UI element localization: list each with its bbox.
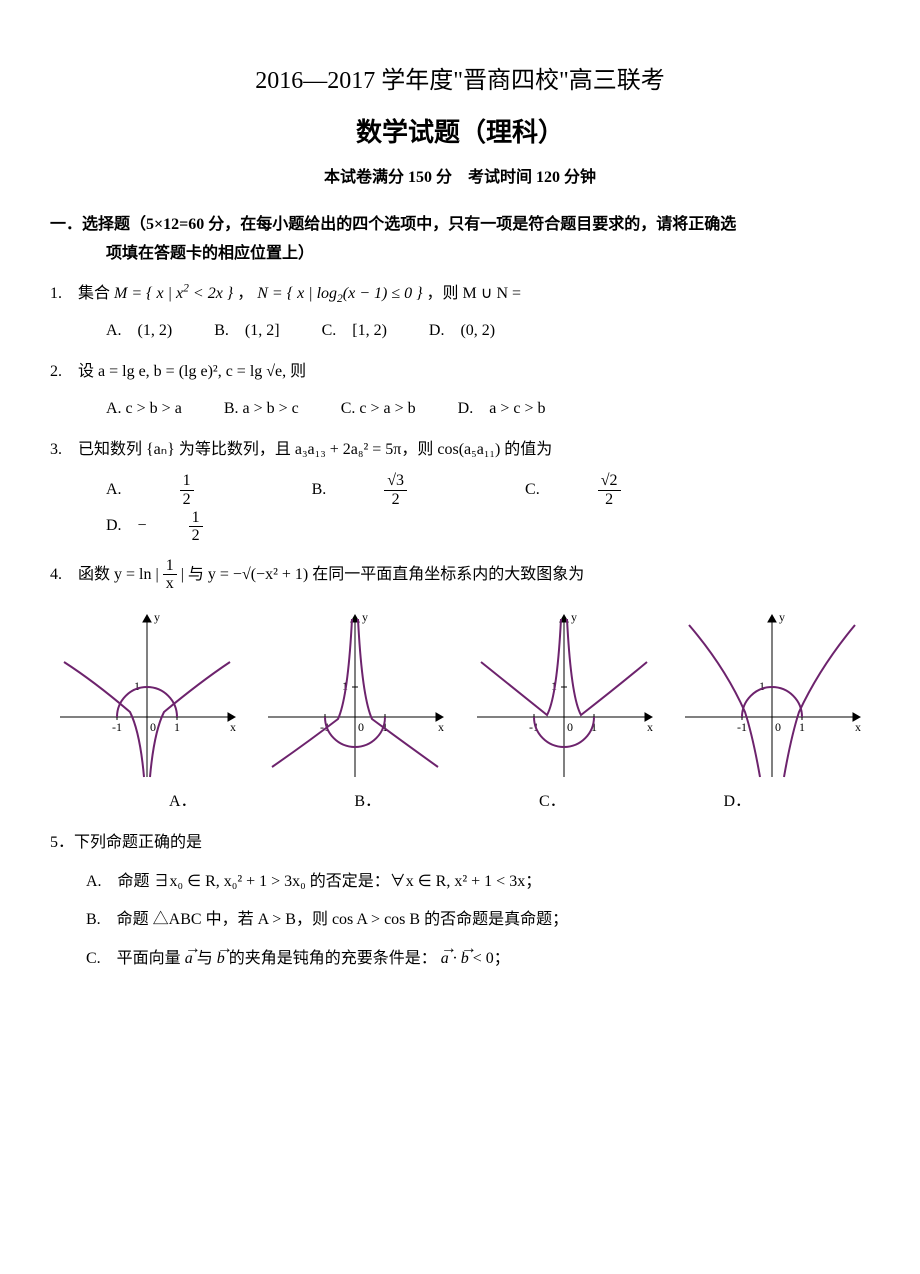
svg-text:y: y <box>362 610 368 624</box>
section-1-heading: 一．选择题（5×12=60 分，在每小题给出的四个选项中，只有一项是符合题目要求… <box>50 211 870 269</box>
q4-charts-row: -1 0 1 1 x y -1 0 1 1 x y -1 0 1 <box>50 607 870 782</box>
svg-text:1: 1 <box>799 720 805 734</box>
svg-text:0: 0 <box>150 720 156 734</box>
q1-stem-pre: 1. 集合 <box>50 285 114 302</box>
question-3: 3. 已知数列 {aₙ} 为等比数列，且 a₃a₁₃ + 2a₈² = 5π，则… <box>50 436 870 465</box>
q2-opt-C: C. c > a > b <box>341 395 416 424</box>
svg-text:y: y <box>154 610 160 624</box>
question-1: 1. 集合 M = { x | x2 < 2x } ， N = { x | lo… <box>50 280 870 309</box>
q1-set-N: N = { x | log2(x − 1) ≤ 0 } <box>257 285 422 302</box>
q3-B-pre: B. <box>312 476 343 505</box>
q4-chart-labels: A． B． C． D． <box>50 788 870 817</box>
svg-text:1: 1 <box>759 679 765 693</box>
q1-options: A. (1, 2) B. (1, 2] C. [1, 2) D. (0, 2) <box>50 317 870 346</box>
q5-opt-A: A. 命题 ∃x₀ ∈ R, x₀² + 1 > 3x₀ 的否定是：∀x ∈ R… <box>86 868 870 897</box>
q4-frac-d: x <box>163 575 177 593</box>
q3-opt-D: D. − 12 <box>106 509 279 545</box>
q3-B-num: √3 <box>384 472 407 491</box>
svg-text:x: x <box>230 720 236 734</box>
svg-text:0: 0 <box>358 720 364 734</box>
svg-text:0: 0 <box>567 720 573 734</box>
q4-label-C: C． <box>539 788 566 817</box>
q1-opt-A: A. (1, 2) <box>106 317 172 346</box>
q1-opt-B: B. (1, 2] <box>214 317 279 346</box>
q4-stem-pre: 4. 函数 y = ln | <box>50 566 163 583</box>
svg-text:x: x <box>647 720 653 734</box>
q4-chart-B: -101 1xy <box>258 607 453 782</box>
section-1-text-a: 一．选择题（5×12=60 分，在每小题给出的四个选项中，只有一项是符合题目要求… <box>50 216 736 233</box>
q3-opt-B: B. √32 <box>312 472 483 508</box>
q5-opt-C: C. 平面向量 a→ 与 b→ 的夹角是钝角的充要条件是： a→ · b→ < … <box>86 945 870 974</box>
q4-stem-post: | 与 y = −√(−x² + 1) 在同一平面直角坐标系内的大致图象为 <box>181 566 585 583</box>
q3-opt-C: C. √22 <box>525 472 696 508</box>
q1-set-M: M = { x | x2 < 2x } <box>114 285 233 302</box>
q3-C-den: 2 <box>598 491 621 509</box>
q4-chart-C: -101 1xy <box>467 607 662 782</box>
q2-opt-D: D. a > c > b <box>458 395 546 424</box>
title-subject: 数学试题（理科） <box>50 109 870 156</box>
q3-A-num: 1 <box>180 472 194 491</box>
q3-options: A. 12 B. √32 C. √22 D. − 12 <box>50 472 870 544</box>
q4-chart-D: -1 0 1 1 x y <box>675 607 870 782</box>
q1-stem-post: ，则 M ∪ N = <box>427 285 522 302</box>
svg-text:1: 1 <box>134 679 140 693</box>
svg-text:x: x <box>855 720 861 734</box>
section-1-text-b: 项填在答题卡的相应位置上） <box>50 245 314 262</box>
q3-C-num: √2 <box>598 472 621 491</box>
question-5: 5．下列命题正确的是 <box>50 829 870 858</box>
svg-text:-1: -1 <box>737 720 747 734</box>
q1-stem-mid: ， <box>237 285 253 302</box>
q3-B-den: 2 <box>384 491 407 509</box>
q4-frac-n: 1 <box>163 557 177 576</box>
svg-text:x: x <box>438 720 444 734</box>
svg-text:0: 0 <box>775 720 781 734</box>
svg-text:y: y <box>571 610 577 624</box>
q5-C-post: 的夹角是钝角的充要条件是： <box>229 950 437 967</box>
q5-dot-ab: a→ · b→ <box>441 950 469 967</box>
q4-label-A: A． <box>169 788 197 817</box>
q3-D-pre: D. − <box>106 512 147 541</box>
q3-C-pre: C. <box>525 476 556 505</box>
q5-opt-B: B. 命题 △ABC 中，若 A > B，则 cos A > cos B 的否命… <box>86 906 870 935</box>
svg-text:y: y <box>779 610 785 624</box>
question-4: 4. 函数 y = ln | 1x | 与 y = −√(−x² + 1) 在同… <box>50 557 870 593</box>
q2-opt-B: B. a > b > c <box>224 395 299 424</box>
q2-opt-A: A. c > b > a <box>106 395 182 424</box>
q4-chart-A: -1 0 1 1 x y <box>50 607 245 782</box>
q5-vec-b-icon: b→ <box>217 950 225 967</box>
q3-D-num: 1 <box>189 509 203 528</box>
q5-C-pre: C. 平面向量 <box>86 950 185 967</box>
q5-C-end: < 0； <box>473 950 510 967</box>
title-info: 本试卷满分 150 分 考试时间 120 分钟 <box>50 164 870 193</box>
q3-A-den: 2 <box>180 491 194 509</box>
q3-D-den: 2 <box>189 527 203 545</box>
q2-options: A. c > b > a B. a > b > c C. c > a > b D… <box>50 395 870 424</box>
q3-A-pre: A. <box>106 476 138 505</box>
q1-opt-C: C. [1, 2) <box>322 317 387 346</box>
q1-opt-D: D. (0, 2) <box>429 317 495 346</box>
question-2: 2. 设 a = lg e, b = (lg e)², c = lg √e, 则 <box>50 358 870 387</box>
q5-vec-a-icon: a→ <box>185 950 193 967</box>
q4-label-B: B． <box>354 788 381 817</box>
title-year: 2016—2017 学年度"晋商四校"高三联考 <box>50 60 870 103</box>
svg-text:1: 1 <box>174 720 180 734</box>
q3-opt-A: A. 12 <box>106 472 270 508</box>
q4-label-D: D． <box>724 788 752 817</box>
svg-text:-1: -1 <box>112 720 122 734</box>
